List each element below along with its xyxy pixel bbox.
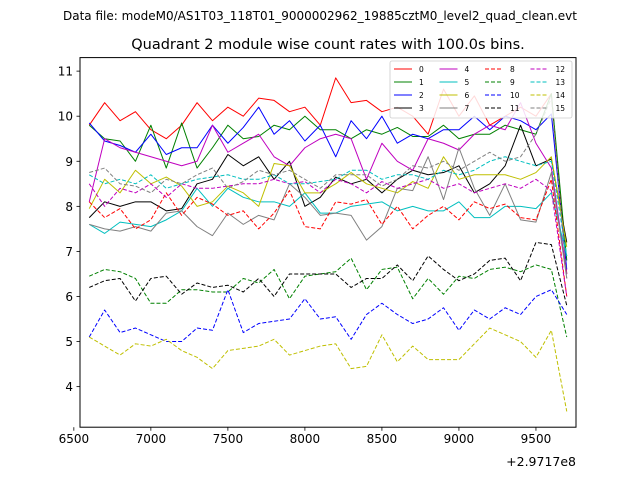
- legend-label-10: 10: [510, 91, 520, 100]
- legend-label-5: 5: [465, 78, 470, 87]
- y-tick-label: 8: [65, 200, 73, 214]
- y-tick-label: 10: [58, 110, 73, 124]
- x-tick-label: 8500: [367, 432, 398, 446]
- y-tick-label: 4: [65, 380, 73, 394]
- legend-label-4: 4: [465, 65, 470, 74]
- legend-label-12: 12: [556, 65, 566, 74]
- series-line-8: [88, 178, 568, 297]
- series-line-9: [89, 257, 568, 338]
- y-tick-label: 11: [58, 65, 73, 79]
- legend-box: [389, 60, 573, 119]
- legend-label-7: 7: [465, 104, 470, 113]
- series-line-1: [88, 93, 568, 261]
- x-tick-label: 8000: [290, 432, 321, 446]
- series-line-7: [89, 147, 568, 279]
- legend-label-3: 3: [419, 104, 424, 113]
- figure-suptitle: Data file: modeM0/AS1T03_118T01_90000029…: [63, 9, 577, 23]
- legend-label-2: 2: [419, 91, 424, 100]
- y-tick-label: 5: [65, 335, 73, 349]
- series-line-3: [88, 124, 568, 243]
- x-axis-offset-label: +2.9717e8: [506, 454, 576, 469]
- x-tick-label: 7000: [136, 432, 167, 446]
- legend-label-1: 1: [419, 78, 424, 87]
- series-line-14: [88, 327, 568, 412]
- legend-label-0: 0: [419, 65, 424, 74]
- legend-label-8: 8: [510, 65, 515, 74]
- series-line-6: [88, 156, 568, 247]
- series-line-12: [88, 178, 568, 297]
- y-tick-label: 6: [65, 290, 73, 304]
- legend-label-11: 11: [510, 104, 520, 113]
- axes-frame: [79, 57, 577, 428]
- plot-area: [88, 77, 568, 412]
- series-line-13: [88, 156, 568, 257]
- legend-label-13: 13: [556, 78, 566, 87]
- x-tick-label: 7500: [213, 432, 244, 446]
- y-tick-label: 9: [65, 155, 73, 169]
- chart-title: Quadrant 2 module wise count rates with …: [131, 37, 525, 53]
- legend-label-9: 9: [510, 78, 515, 87]
- series-line-0: [88, 77, 568, 274]
- legend-label-15: 15: [556, 104, 566, 113]
- series-line-4: [88, 102, 568, 275]
- legend-label-14: 14: [556, 91, 566, 100]
- legend-label-6: 6: [465, 91, 470, 100]
- x-tick-label: 9500: [521, 432, 552, 446]
- y-tick-label: 7: [65, 245, 73, 259]
- series-line-2: [88, 106, 568, 270]
- series-line-11: [89, 241, 568, 306]
- series-line-5: [88, 187, 568, 257]
- series-line-15: [89, 97, 568, 279]
- x-tick-label: 9000: [444, 432, 475, 446]
- x-tick-label: 6500: [59, 432, 90, 446]
